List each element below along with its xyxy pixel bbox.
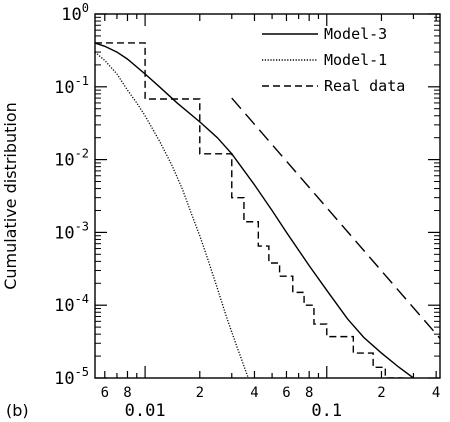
legend-label: Real data (324, 77, 405, 95)
y-tick-base: 10 (54, 369, 74, 389)
y-tick-base: 10 (54, 223, 74, 243)
y-axis-title: Cumulative distribution (1, 102, 20, 290)
y-tick-label: 10-4 (54, 292, 89, 316)
axes-layer (94, 13, 441, 379)
series-layer (95, 42, 440, 378)
x-major-tick-label: 0.1 (311, 401, 342, 421)
x-minor-tick-label: 8 (123, 385, 131, 401)
x-minor-tick-label: 6 (101, 385, 109, 401)
y-tick-label: 100 (61, 1, 89, 25)
x-minor-tick-label: 4 (250, 385, 258, 401)
y-tick-exponent: -3 (75, 219, 89, 233)
y-tick-exponent: -2 (75, 147, 89, 161)
y-tick-base: 10 (54, 78, 74, 98)
x-minor-tick-label: 8 (305, 385, 313, 401)
y-tick-label: 10-1 (54, 74, 89, 98)
y-tick-exponent: -4 (75, 292, 89, 306)
series-line-model-1 (95, 51, 249, 378)
y-tick-label: 10-2 (54, 147, 89, 171)
x-minor-tick-label: 2 (377, 385, 385, 401)
series-line-model-3 (95, 42, 414, 378)
x-minor-tick-label: 2 (196, 385, 204, 401)
y-tick-label: 10-5 (54, 365, 89, 389)
panel-label: (b) (6, 401, 29, 420)
y-tick-label: 10-3 (54, 219, 89, 243)
legend-label: Model-3 (324, 25, 387, 43)
x-minor-tick-label: 6 (282, 385, 290, 401)
x-minor-tick-label: 4 (432, 385, 440, 401)
y-tick-base: 10 (61, 5, 81, 25)
series-line-real-data (95, 42, 403, 378)
y-tick-exponent: 0 (82, 1, 89, 15)
y-tick-exponent: -1 (75, 74, 89, 88)
y-tick-exponent: -5 (75, 365, 89, 379)
labels-layer: 0.01 0.16 8 2 4 6 8 2 410010-110-210-310-410-5Cu… (1, 1, 440, 421)
plot-frame (94, 13, 441, 379)
series-line-reference (231, 97, 440, 339)
y-tick-base: 10 (54, 151, 74, 171)
legend-label: Model-1 (324, 51, 387, 69)
legend: Model-3 Model-1 Real data (262, 25, 405, 95)
x-major-tick-label: 0.01 (125, 401, 166, 421)
y-tick-base: 10 (54, 296, 74, 316)
